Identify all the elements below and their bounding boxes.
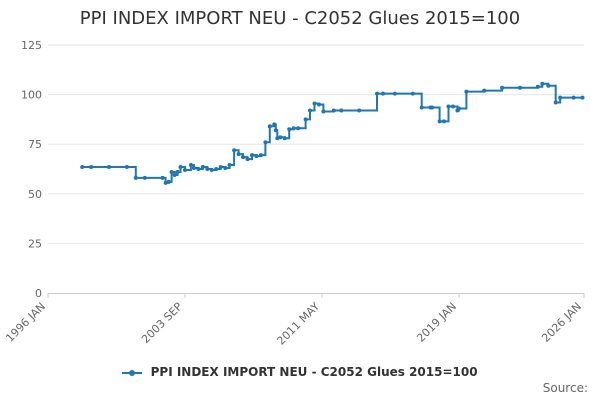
series-point (580, 95, 585, 100)
series-point (227, 163, 232, 167)
series-point (456, 106, 461, 111)
series-point (196, 167, 201, 171)
series-point (500, 85, 505, 90)
grid-lines (48, 44, 584, 244)
series-point (375, 91, 379, 96)
legend[interactable]: PPI INDEX IMPORT NEU - C2052 Glues 2015=… (0, 365, 600, 379)
series-point (331, 108, 336, 113)
series-point (89, 165, 94, 169)
series-point (245, 157, 250, 162)
series-point (142, 175, 147, 180)
series-point (437, 119, 442, 124)
series-point (273, 128, 278, 133)
series-point (317, 102, 321, 107)
series-point (236, 152, 241, 157)
x-tick-label: 2019 JAN (414, 300, 459, 345)
series-point (282, 136, 287, 141)
series-point (254, 154, 259, 159)
y-tick-label: 50 (28, 188, 42, 201)
series-point (553, 100, 558, 105)
series-point (419, 105, 424, 110)
series-point (272, 122, 277, 127)
series-point (232, 148, 237, 153)
series-point (178, 165, 183, 169)
x-tick-label: 1996 JAN (3, 300, 48, 345)
credits-text[interactable]: Source: (542, 381, 588, 395)
series-point (357, 108, 362, 113)
series-point (410, 91, 415, 96)
series-point (223, 166, 228, 170)
series-point (107, 165, 111, 169)
series-point (535, 84, 540, 89)
series-point (160, 175, 165, 180)
series-point (200, 165, 205, 169)
series-point (430, 105, 435, 110)
series-point (267, 124, 272, 129)
series-point (183, 168, 187, 172)
series-point (558, 95, 563, 100)
y-tick-label: 125 (21, 39, 42, 52)
x-tick-label: 2011 MAY (274, 300, 322, 348)
series-point (80, 165, 85, 169)
series-point (258, 153, 263, 158)
series-point (172, 173, 177, 177)
series-point (175, 170, 180, 174)
series-point (381, 91, 385, 96)
y-tick-label: 75 (28, 138, 42, 151)
series-point (296, 126, 301, 131)
series-point (482, 88, 487, 93)
series-point (540, 81, 545, 86)
series-point (263, 140, 268, 145)
series-point (546, 83, 551, 88)
series-point (166, 179, 171, 184)
series-point (124, 165, 129, 169)
y-axis-ticks: 0 25 50 75 100 125 (21, 39, 42, 300)
series-point (464, 89, 469, 94)
chart-title: PPI INDEX IMPORT NEU - C2052 Glues 2015=… (79, 8, 521, 29)
series-point (446, 104, 451, 109)
series-point (275, 136, 280, 141)
series-point (571, 95, 576, 100)
series-point (205, 167, 210, 171)
series-point (191, 166, 196, 170)
series-point (169, 170, 174, 174)
series-point (442, 119, 446, 124)
series-point (308, 108, 312, 113)
series-point (291, 126, 296, 131)
x-tick-label: 2003 SEP (139, 300, 185, 346)
series-point (241, 155, 245, 160)
series-point (518, 85, 522, 90)
series-point (188, 163, 193, 167)
series-point (278, 135, 283, 140)
series-point (392, 91, 397, 96)
series-line[interactable] (82, 82, 583, 184)
series-point (133, 175, 138, 180)
legend-dot-swatch (129, 369, 136, 376)
x-tick-label: 2026 JAN (539, 300, 584, 345)
legend-label: PPI INDEX IMPORT NEU - C2052 Glues 2015=… (150, 365, 478, 379)
series-point (303, 117, 308, 122)
series-markers (80, 81, 585, 185)
series-point (214, 167, 219, 171)
y-tick-label: 25 (28, 237, 42, 250)
series-point (250, 153, 254, 158)
series-point (312, 101, 317, 106)
series-point (287, 127, 292, 132)
series-point (218, 165, 223, 169)
series-point (451, 104, 455, 109)
y-tick-label: 100 (21, 89, 42, 102)
legend-symbol (122, 368, 143, 378)
series-point (321, 109, 326, 114)
series-point (339, 108, 344, 113)
series-point (209, 168, 214, 172)
x-axis-ticks: 1996 JAN 2003 SEP 2011 MAY 2019 JAN 2026 JAN (3, 293, 585, 348)
y-tick-label: 0 (35, 287, 42, 300)
